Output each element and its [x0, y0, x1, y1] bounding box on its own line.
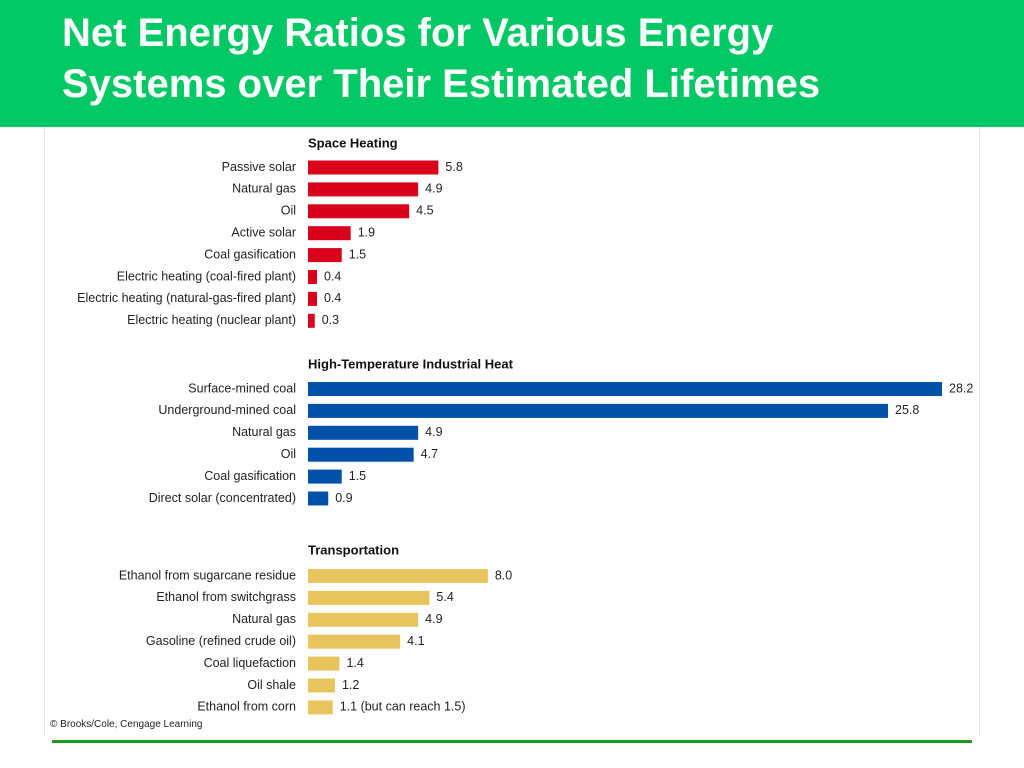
net-energy-ratio-figure: Space Heating Passive solar 5.8 Natural gas… [44, 127, 980, 735]
transportation-category-label: Gasoline (refined crude oil) [146, 634, 296, 648]
space-heating-bar [308, 182, 419, 197]
space-heating-value-label: 1.5 [349, 247, 366, 261]
high-temperature-industrial-heat-bar [308, 382, 942, 396]
transportation-category-label: Ethanol from sugarcane residue [119, 568, 296, 582]
transportation-bar [308, 634, 401, 649]
space-heating-bar [308, 270, 317, 284]
transportation-category-label: Ethanol from switchgrass [156, 590, 296, 604]
space-heating-bar [308, 313, 315, 328]
high-temperature-industrial-heat-value-label: 4.9 [425, 425, 442, 439]
transportation-category-label: Coal liquefaction [204, 656, 296, 670]
space-heating-value-label: 5.8 [445, 160, 462, 174]
space-heating-bar [308, 204, 410, 219]
high-temperature-industrial-heat-bar [308, 425, 419, 440]
transportation-bar [308, 678, 335, 693]
high-temperature-industrial-heat-bar [308, 491, 329, 506]
high-temperature-industrial-heat-panel-title: High-Temperature Industrial Heat [308, 356, 514, 371]
high-temperature-industrial-heat-category-label: Surface-mined coal [188, 381, 296, 395]
space-heating-value-label: 1.9 [358, 225, 375, 239]
high-temperature-industrial-heat-category-label: Natural gas [232, 425, 296, 439]
slide-title: Net Energy Ratios for Various Energy Sys… [62, 8, 1012, 110]
space-heating-value-label: 0.3 [322, 313, 339, 327]
transportation-category-label: Ethanol from corn [197, 700, 296, 714]
transportation-panel-title: Transportation [308, 542, 399, 557]
high-temperature-industrial-heat-value-label: 28.2 [949, 381, 973, 395]
high-temperature-industrial-heat-category-label: Underground-mined coal [158, 403, 296, 417]
space-heating-category-label: Oil [281, 204, 296, 218]
transportation-value-label: 8.0 [495, 568, 512, 582]
transportation-value-label: 4.1 [407, 634, 424, 648]
transportation-value-label: 1.2 [342, 678, 359, 692]
space-heating-bar [308, 291, 317, 306]
space-heating-category-label: Passive solar [222, 160, 296, 174]
copyright-credit: © Brooks/Cole, Cengage Learning [50, 719, 203, 730]
footer-rule [52, 740, 972, 743]
transportation-value-label: 1.1 (but can reach 1.5) [340, 700, 466, 714]
transportation-bar [308, 656, 340, 671]
high-temperature-industrial-heat-value-label: 1.5 [349, 469, 366, 483]
slide-title-line-1: Net Energy Ratios for Various Energy [62, 11, 774, 55]
space-heating-bar [308, 248, 342, 263]
transportation-value-label: 5.4 [436, 590, 453, 604]
space-heating-bar [308, 160, 439, 175]
high-temperature-industrial-heat-category-label: Direct solar (concentrated) [149, 491, 296, 505]
transportation-bar [308, 569, 488, 583]
high-temperature-industrial-heat-value-label: 4.7 [421, 447, 438, 461]
transportation-value-label: 4.9 [425, 612, 442, 626]
space-heating-value-label: 4.9 [425, 182, 442, 196]
space-heating-category-label: Natural gas [232, 182, 296, 196]
space-heating-bar [308, 226, 351, 241]
space-heating-category-label: Electric heating (natural-gas-fired plan… [77, 291, 296, 305]
transportation-category-label: Natural gas [232, 612, 296, 626]
net-energy-ratio-chart: Space Heating Passive solar 5.8 Natural gas… [77, 135, 973, 715]
high-temperature-industrial-heat-bar [308, 403, 889, 418]
slide-title-line-2: Systems over Their Estimated Lifetimes [62, 62, 821, 106]
space-heating-category-label: Active solar [231, 225, 296, 239]
transportation-value-label: 1.4 [346, 656, 363, 670]
transportation-bar [308, 700, 333, 715]
space-heating-category-label: Coal gasification [204, 247, 296, 261]
high-temperature-industrial-heat-bar [308, 447, 414, 462]
space-heating-value-label: 0.4 [324, 269, 341, 283]
high-temperature-industrial-heat-value-label: 25.8 [895, 403, 919, 417]
high-temperature-industrial-heat-category-label: Oil [281, 447, 296, 461]
space-heating-panel-title: Space Heating [308, 135, 398, 150]
space-heating-value-label: 4.5 [416, 204, 433, 218]
title-banner: Net Energy Ratios for Various Energy Sys… [0, 0, 1024, 127]
transportation-category-label: Oil shale [247, 678, 296, 692]
space-heating-value-label: 0.4 [324, 291, 341, 305]
high-temperature-industrial-heat-value-label: 0.9 [335, 491, 352, 505]
transportation-bar [308, 590, 430, 605]
high-temperature-industrial-heat-bar [308, 469, 342, 484]
space-heating-category-label: Electric heating (coal-fired plant) [117, 269, 296, 283]
space-heating-category-label: Electric heating (nuclear plant) [127, 313, 296, 327]
transportation-bar [308, 612, 419, 627]
high-temperature-industrial-heat-category-label: Coal gasification [204, 469, 296, 483]
